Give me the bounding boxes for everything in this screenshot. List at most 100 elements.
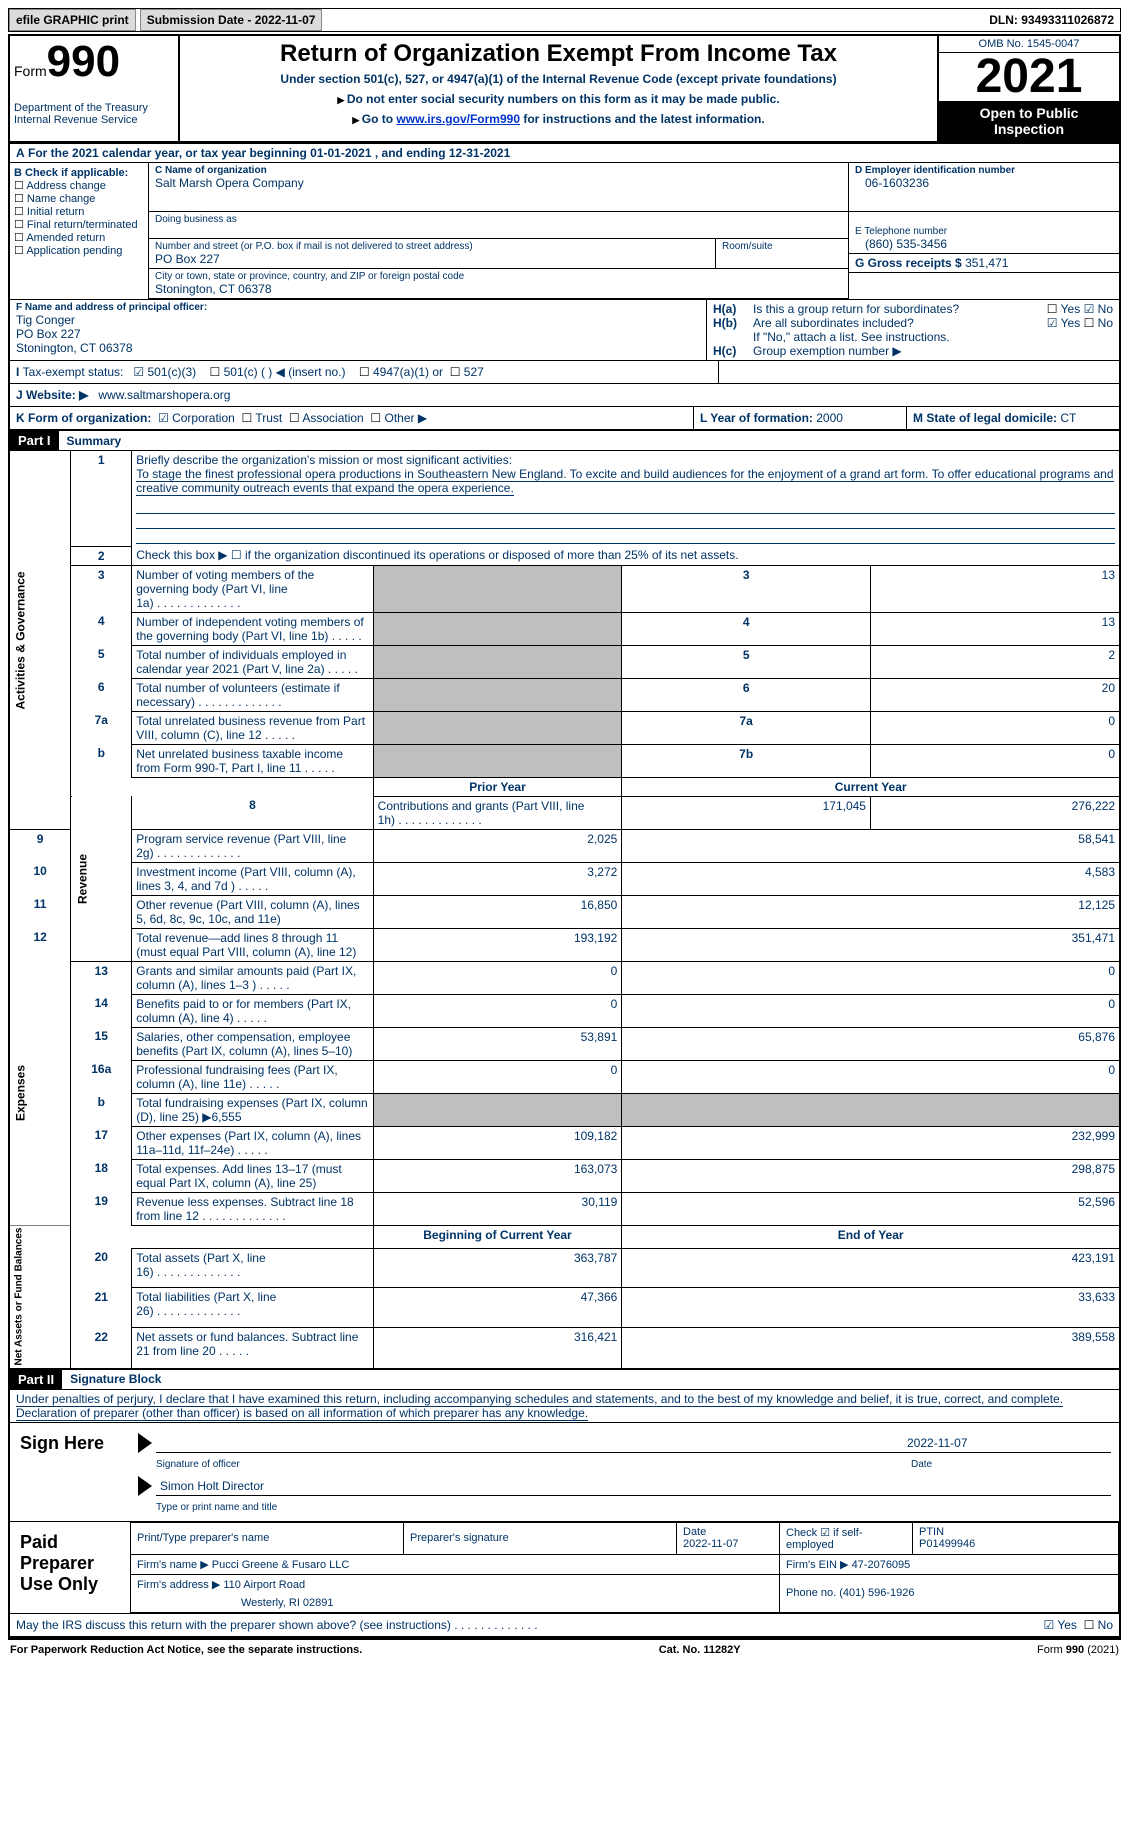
i-501c3[interactable]: 501(c)(3): [133, 365, 196, 379]
f-label: F Name and address of principal officer:: [16, 302, 207, 313]
footer-mid: Cat. No. 11282Y: [659, 1644, 741, 1656]
dln: DLN: 93493311026872: [983, 10, 1120, 30]
preparer-table: Print/Type preparer's name Preparer's si…: [130, 1522, 1119, 1613]
officer-name: Tig Conger: [16, 313, 700, 327]
form-number: 990: [47, 37, 120, 86]
i-label: Tax-exempt status:: [23, 365, 124, 379]
cb-initial[interactable]: Initial return: [14, 205, 144, 218]
cb-address[interactable]: Address change: [14, 179, 144, 192]
k-trust[interactable]: Trust: [241, 411, 282, 425]
declaration: Under penalties of perjury, I declare th…: [8, 1389, 1121, 1422]
sig-officer-label: Signature of officer: [156, 1459, 911, 1470]
city: Stonington, CT 06378: [155, 282, 842, 296]
caret-icon: [138, 1476, 152, 1496]
cb-final[interactable]: Final return/terminated: [14, 218, 144, 231]
m-val: CT: [1060, 411, 1076, 425]
val-7b: 0: [870, 744, 1120, 777]
part1-title: Summary: [59, 432, 130, 450]
irs-link[interactable]: www.irs.gov/Form990: [396, 112, 520, 126]
k-corp[interactable]: Corporation: [158, 411, 235, 425]
discuss: May the IRS discuss this return with the…: [16, 1618, 538, 1632]
pt-label: Print/Type preparer's name: [131, 1522, 404, 1554]
hdr-prior: Prior Year: [373, 777, 622, 796]
hc-text: Group exemption number ▶: [753, 344, 902, 358]
form-title: Return of Organization Exempt From Incom…: [184, 40, 933, 68]
row-A: A For the 2021 calendar year, or tax yea…: [10, 144, 1119, 163]
tax-year: 2021: [939, 53, 1119, 101]
caret-icon: [138, 1433, 152, 1453]
gross-receipts: 351,471: [965, 256, 1008, 270]
dept: Department of the Treasury Internal Reve…: [14, 102, 174, 126]
firm-addr: 110 Airport Road: [223, 1579, 305, 1591]
i-4947[interactable]: 4947(a)(1) or: [359, 365, 443, 379]
footer-left: For Paperwork Reduction Act Notice, see …: [10, 1644, 362, 1656]
street: PO Box 227: [155, 252, 709, 266]
hdr-boy: Beginning of Current Year: [373, 1225, 622, 1248]
ha-pre: H(a): [713, 302, 753, 316]
hb-text: Are all subordinates included?: [753, 316, 1047, 330]
subtitle2: Do not enter social security numbers on …: [184, 92, 933, 106]
open-inspection: Open to Public Inspection: [939, 101, 1119, 141]
l1-label: Briefly describe the organization's miss…: [136, 453, 512, 467]
ha-text: Is this a group return for subordinates?: [753, 302, 1047, 316]
firm-city: Westerly, RI 02891: [131, 1594, 780, 1613]
date-label: Date: [911, 1459, 1111, 1470]
officer-street: PO Box 227: [16, 327, 700, 341]
part2-title: Signature Block: [62, 1370, 169, 1388]
subtitle3: Go to www.irs.gov/Form990 for instructio…: [184, 112, 933, 126]
footer-right: Form 990 (2021): [1037, 1644, 1119, 1656]
city-label: City or town, state or province, country…: [155, 271, 842, 282]
check-self[interactable]: Check ☑ if self-employed: [780, 1522, 913, 1554]
form-header: Form990 Department of the Treasury Inter…: [8, 34, 1121, 144]
d-label: D Employer identification number: [855, 165, 1015, 176]
room-label: Room/suite: [722, 241, 842, 252]
hb-no[interactable]: No: [1084, 316, 1113, 330]
cb-name[interactable]: Name change: [14, 192, 144, 205]
col-B: B Check if applicable: Address change Na…: [10, 163, 149, 299]
part2-tag: Part II: [10, 1370, 62, 1389]
discuss-no[interactable]: No: [1084, 1618, 1113, 1632]
ha-yes[interactable]: Yes: [1047, 302, 1080, 316]
org-name: Salt Marsh Opera Company: [155, 176, 842, 190]
ha-no[interactable]: No: [1084, 302, 1113, 316]
dba-label: Doing business as: [155, 214, 842, 225]
summary-table: Activities & Governance 1 Briefly descri…: [8, 450, 1121, 1370]
website: www.saltmarshopera.org: [98, 388, 230, 402]
val-7a: 0: [870, 711, 1120, 744]
cb-amended[interactable]: Amended return: [14, 231, 144, 244]
l1-mission: To stage the finest professional opera p…: [136, 467, 1113, 496]
k-assoc[interactable]: Association: [289, 411, 364, 425]
ein: 06-1603236: [855, 176, 1113, 190]
street-label: Number and street (or P.O. box if mail i…: [155, 241, 709, 252]
l-val: 2000: [816, 411, 843, 425]
footer: For Paperwork Reduction Act Notice, see …: [8, 1638, 1121, 1660]
val-4: 13: [870, 612, 1120, 645]
k-other[interactable]: Other ▶: [370, 411, 427, 425]
val-5: 2: [870, 645, 1120, 678]
efile-btn[interactable]: efile GRAPHIC print: [9, 9, 136, 31]
g-label: G Gross receipts $: [855, 256, 965, 270]
l-label: L Year of formation:: [700, 411, 816, 425]
discuss-yes[interactable]: Yes: [1043, 1618, 1076, 1632]
hc-pre: H(c): [713, 344, 753, 358]
i-501c[interactable]: 501(c) ( ) ◀ (insert no.): [210, 365, 346, 379]
firm-name: Pucci Greene & Fusaro LLC: [212, 1559, 350, 1571]
firm-phone: (401) 596-1926: [839, 1587, 914, 1599]
paid-preparer: Paid Preparer Use Only: [10, 1522, 130, 1613]
side-gov: Activities & Governance: [9, 451, 71, 830]
l2: Check this box ▶ ☐ if the organization d…: [132, 546, 1120, 565]
sign-here: Sign Here: [10, 1423, 130, 1521]
firm-ein: 47-2076095: [852, 1559, 911, 1571]
i-527[interactable]: 527: [450, 365, 484, 379]
side-rev: Revenue: [71, 796, 132, 961]
subdate-btn[interactable]: Submission Date - 2022-11-07: [140, 9, 323, 31]
c-name-label: C Name of organization: [155, 165, 842, 176]
e-label: E Telephone number: [855, 226, 1113, 237]
hdr-eoy: End of Year: [622, 1225, 1120, 1248]
j-label: Website: ▶: [26, 388, 88, 402]
form-word: Form: [14, 63, 47, 79]
side-exp: Expenses: [9, 961, 71, 1225]
cb-pending[interactable]: Application pending: [14, 244, 144, 257]
hb-yes[interactable]: Yes: [1047, 316, 1080, 330]
officer-city: Stonington, CT 06378: [16, 341, 700, 355]
